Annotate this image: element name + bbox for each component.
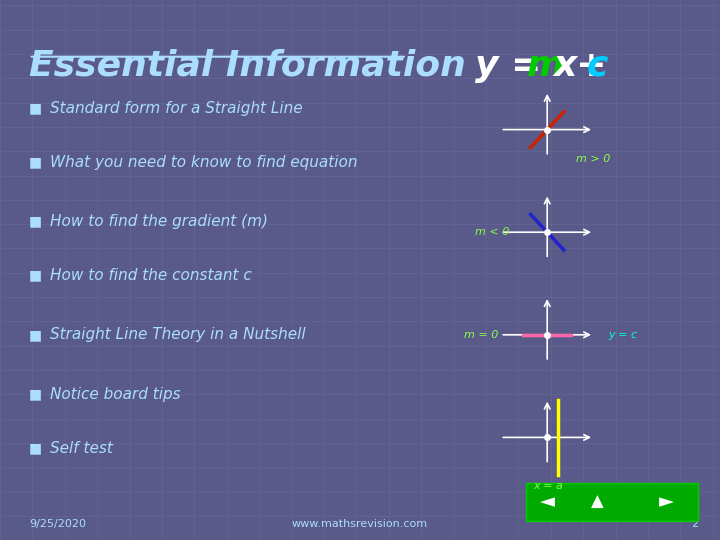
Text: y =: y = <box>475 49 554 83</box>
Text: How to find the gradient (m): How to find the gradient (m) <box>50 214 269 229</box>
Text: m: m <box>527 49 564 83</box>
Text: ■: ■ <box>29 441 42 455</box>
Text: Essential Information: Essential Information <box>29 49 466 83</box>
Text: x = a: x = a <box>533 481 562 491</box>
Text: How to find the constant c: How to find the constant c <box>50 268 252 283</box>
Text: ■: ■ <box>29 328 42 342</box>
Text: ◄: ◄ <box>540 492 555 512</box>
Text: m < 0: m < 0 <box>475 227 510 237</box>
Text: m > 0: m > 0 <box>576 154 611 164</box>
Text: 9/25/2020: 9/25/2020 <box>29 519 86 529</box>
Text: 2: 2 <box>691 519 698 529</box>
Text: What you need to know to find equation: What you need to know to find equation <box>50 154 358 170</box>
Text: ■: ■ <box>29 268 42 282</box>
Text: ■: ■ <box>29 387 42 401</box>
Text: Self test: Self test <box>50 441 113 456</box>
Text: ■: ■ <box>29 101 42 115</box>
Text: ▲: ▲ <box>591 493 604 511</box>
Text: ►: ► <box>659 492 674 512</box>
Text: Standard form for a Straight Line: Standard form for a Straight Line <box>50 100 303 116</box>
Text: ■: ■ <box>29 214 42 228</box>
Text: y = c: y = c <box>608 330 637 340</box>
Text: Straight Line Theory in a Nutshell: Straight Line Theory in a Nutshell <box>50 327 306 342</box>
Bar <box>526 483 698 521</box>
Text: c: c <box>587 49 608 83</box>
Text: m = 0: m = 0 <box>464 330 499 340</box>
Text: Notice board tips: Notice board tips <box>50 387 181 402</box>
Text: www.mathsrevision.com: www.mathsrevision.com <box>292 519 428 529</box>
Text: x+: x+ <box>554 49 607 83</box>
Text: ■: ■ <box>29 155 42 169</box>
